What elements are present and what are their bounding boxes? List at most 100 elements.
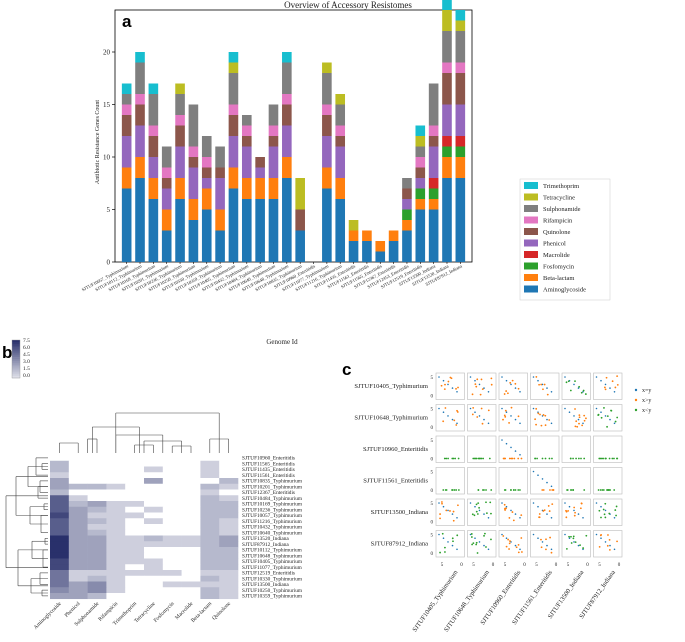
scatter-point-equal — [478, 383, 481, 386]
bar-segment-aminoglycoside — [388, 241, 399, 262]
scatter-point — [455, 424, 458, 426]
bar-segment-aminoglycoside — [161, 230, 172, 262]
scatter-point — [445, 509, 448, 512]
scatter-point — [551, 503, 554, 505]
bar-segment-aminoglycoside — [268, 199, 279, 262]
scatter-point — [472, 542, 475, 545]
scatter-point-equal — [568, 537, 571, 539]
heatmap-cell — [162, 478, 182, 485]
scatter-point — [585, 534, 588, 537]
scatter-point — [578, 422, 580, 425]
scatter-point — [574, 408, 576, 410]
bar-segment-quinolone — [335, 136, 346, 147]
heatmap-cell — [144, 535, 164, 542]
scatter-point — [537, 412, 540, 415]
bar-segment-phenicol — [121, 136, 132, 168]
scatter-point — [579, 544, 581, 547]
heatmap-cell — [50, 524, 70, 531]
bar-segment-trimethoprim — [228, 52, 239, 63]
heatmap-cell — [200, 587, 220, 594]
scatter-point — [512, 489, 515, 491]
y-tick-label: 0 — [431, 426, 434, 431]
bar-segment-quinolone — [201, 167, 212, 178]
scatter-point-equal — [487, 391, 490, 393]
heatmap-cell — [68, 506, 88, 513]
scatter-point — [476, 552, 479, 554]
scatter-point-equal — [456, 548, 458, 551]
bar-segment-aminoglycoside — [188, 220, 199, 262]
heatmap-cell — [181, 547, 201, 554]
heatmap-cell — [219, 501, 239, 508]
scatter-point — [517, 551, 520, 554]
heatmap-cell — [181, 506, 201, 513]
heatmap-cell — [219, 552, 239, 559]
heatmap-cell — [50, 547, 70, 554]
scatter-point — [573, 514, 576, 517]
scatter-point-equal — [537, 474, 539, 477]
scatter-point-equal — [546, 387, 548, 389]
scatter-point — [444, 407, 447, 409]
scatter-point-equal — [609, 387, 611, 389]
scatter-point-equal — [546, 544, 548, 547]
scatter-point — [485, 501, 487, 504]
legend-label: Sulphonamide — [543, 206, 581, 213]
scatter-point — [514, 489, 517, 491]
x-tick-label: 5 — [535, 563, 538, 568]
scatter-point-equal — [604, 541, 607, 543]
scatter-point — [580, 391, 583, 394]
scatter-point — [453, 419, 456, 422]
scatter-point — [451, 537, 454, 540]
heatmap-cell — [68, 478, 88, 485]
heatmap-cell — [200, 518, 220, 525]
heatmap-cell — [200, 581, 220, 588]
scatter-point — [503, 414, 506, 417]
scatter-point — [481, 422, 484, 425]
bar-segment-tetracycline — [455, 20, 466, 31]
scatter-point — [490, 512, 492, 515]
bar-segment-rifampicin — [415, 157, 426, 168]
scatter-point — [457, 504, 459, 507]
bar-segment-tetracycline — [348, 220, 359, 231]
heatmap-row-label: SJTUF11077_Typhimurium — [242, 565, 303, 571]
heatmap-cell — [87, 506, 107, 513]
heatmap-cell — [200, 558, 220, 565]
scatter-point-equal — [474, 505, 476, 508]
bar-segment-phenicol — [161, 188, 172, 210]
colorbar-step — [12, 364, 20, 367]
heatmap-cell — [181, 460, 201, 467]
scatter-point — [614, 386, 617, 389]
heatmap-cell — [144, 512, 164, 519]
scatter-point-equal — [613, 517, 616, 519]
scatter-point — [510, 406, 513, 409]
scatter-point — [475, 457, 478, 460]
bar-segment-sulphonamide — [148, 94, 159, 126]
heatmap-cell — [125, 575, 145, 582]
bar-segment-rifampicin — [241, 125, 252, 136]
heatmap-cell — [144, 575, 164, 582]
heatmap-cell — [181, 512, 201, 519]
heatmap-cell — [50, 466, 70, 473]
x-tick-label: 0 — [555, 563, 558, 568]
scatter-point-equal — [451, 387, 454, 389]
y-tick-label: 5 — [431, 502, 434, 507]
scatter-point — [583, 414, 586, 417]
heatmap-cell — [106, 495, 126, 502]
heatmap-cell — [50, 529, 70, 536]
bar-segment-fosfomycin — [415, 188, 426, 199]
bar-segment-rifampicin — [188, 146, 199, 157]
colorbar-tick: 3.0 — [23, 359, 30, 365]
heatmap-cell — [87, 541, 107, 548]
scatter-point-equal — [510, 509, 512, 512]
heatmap-cell — [144, 506, 164, 513]
colorbar-step — [12, 357, 20, 360]
bar-segment-sulphonamide — [335, 104, 346, 126]
heatmap-cell — [219, 587, 239, 594]
heatmap-cell — [50, 455, 70, 462]
bar-segment-trimethoprim — [415, 125, 426, 136]
heatmap-cell — [68, 512, 88, 519]
scatter-point-equal — [568, 411, 571, 414]
heatmap-cell — [125, 478, 145, 485]
scatter-point — [504, 415, 507, 418]
bar-segment-aminoglycoside — [255, 199, 265, 262]
heatmap-cell — [219, 535, 239, 542]
